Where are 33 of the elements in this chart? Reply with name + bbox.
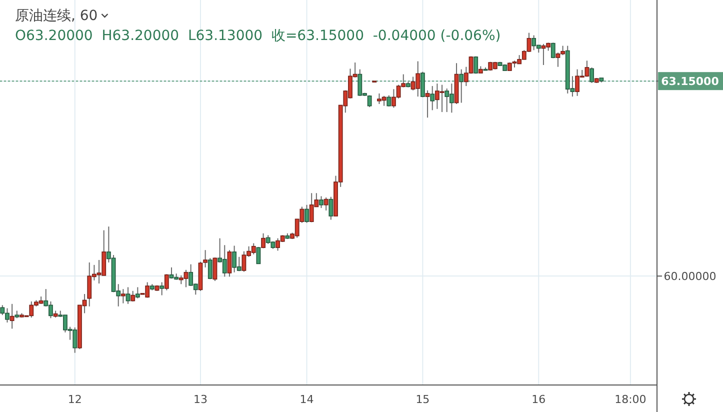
text: O63.20000 H63.20000 L63.13000 收=63.15000 -0.04000 (-0.06%) xyxy=(15,28,501,44)
candlestick xyxy=(212,256,218,282)
x-tick-label: 13 xyxy=(193,393,208,406)
candlestick xyxy=(126,286,130,304)
candlestick xyxy=(550,42,556,59)
x-tick-label: 18:00 xyxy=(614,393,646,406)
candlestick xyxy=(130,290,136,302)
x-tick-label: 14 xyxy=(300,393,314,406)
candlestick xyxy=(227,250,232,278)
candlestick xyxy=(208,258,212,280)
candlestick xyxy=(10,303,14,330)
candlestick xyxy=(256,246,261,264)
candlestick xyxy=(304,204,309,224)
candlestick xyxy=(590,66,594,84)
x-tick-label: 15 xyxy=(416,393,430,406)
candlestick xyxy=(328,196,334,220)
candlestick xyxy=(324,196,328,211)
x-tick-label: 12 xyxy=(68,393,82,406)
candlestick xyxy=(261,232,266,249)
text: 原油连续, 60 xyxy=(15,8,98,24)
candlestick xyxy=(420,71,425,98)
candlestick xyxy=(425,90,430,118)
candlestick xyxy=(120,288,126,304)
y-tick-label: 60.00000 xyxy=(664,270,716,284)
candlestick xyxy=(135,286,140,299)
candlestick xyxy=(164,274,169,291)
candlestick xyxy=(386,94,392,107)
candlestick xyxy=(459,68,464,104)
y-tick-label: 63.15000 xyxy=(661,75,720,88)
candlestick xyxy=(319,196,324,208)
candlestick xyxy=(430,86,435,111)
candlestick xyxy=(160,282,164,296)
x-tick-label: 16 xyxy=(532,393,546,406)
